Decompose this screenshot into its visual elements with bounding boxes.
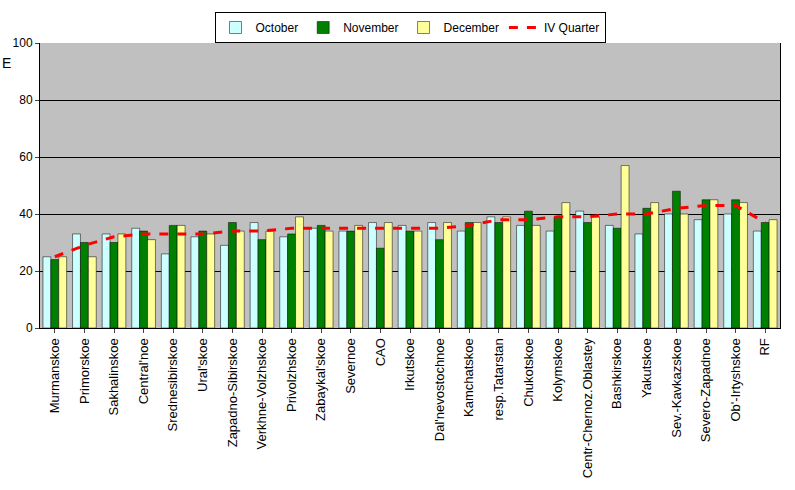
svg-text:Bashkirskoe: Bashkirskoe xyxy=(609,338,624,409)
svg-text:November: November xyxy=(343,21,398,35)
svg-text:CAO: CAO xyxy=(373,338,388,366)
svg-text:resp.Tatarstan: resp.Tatarstan xyxy=(491,338,506,420)
svg-text:Central'noe: Central'noe xyxy=(136,338,151,404)
svg-text:Verkhne-Volzhskoe: Verkhne-Volzhskoe xyxy=(254,338,269,449)
svg-text:October: October xyxy=(256,21,299,35)
svg-text:IV Quarter: IV Quarter xyxy=(544,21,599,35)
svg-text:Privolzhskoe: Privolzhskoe xyxy=(284,338,299,412)
svg-text:Kolymskoe: Kolymskoe xyxy=(550,338,565,402)
svg-text:40: 40 xyxy=(19,207,33,221)
svg-text:December: December xyxy=(444,21,499,35)
svg-text:60: 60 xyxy=(19,150,33,164)
svg-text:E: E xyxy=(2,55,11,71)
svg-text:Centr-Chernoz.Oblastey: Centr-Chernoz.Oblastey xyxy=(580,338,595,479)
svg-text:RF: RF xyxy=(757,338,772,355)
svg-text:Yakutskoe: Yakutskoe xyxy=(639,338,654,398)
svg-text:Dal'nevostochnoe: Dal'nevostochnoe xyxy=(432,338,447,441)
svg-text:Srednesibirskoe: Srednesibirskoe xyxy=(165,338,180,431)
svg-text:Kamchatskoe: Kamchatskoe xyxy=(461,338,476,417)
svg-text:Severo-Zapadnoe: Severo-Zapadnoe xyxy=(698,338,713,442)
svg-text:Severnoe: Severnoe xyxy=(343,338,358,394)
svg-text:Murmanskoe: Murmanskoe xyxy=(47,338,62,413)
svg-text:Irkutskoe: Irkutskoe xyxy=(402,338,417,391)
svg-text:Sev.-Kavkazskoe: Sev.-Kavkazskoe xyxy=(669,338,684,437)
svg-text:Zapadno-Sibirskoe: Zapadno-Sibirskoe xyxy=(225,338,240,447)
svg-text:20: 20 xyxy=(19,264,33,278)
svg-text:Ob'-Irtyshskoe: Ob'-Irtyshskoe xyxy=(728,338,743,421)
svg-text:Primorskoe: Primorskoe xyxy=(77,338,92,404)
svg-text:80: 80 xyxy=(19,93,33,107)
svg-text:Ural'skoe: Ural'skoe xyxy=(195,338,210,392)
svg-text:100: 100 xyxy=(13,36,33,50)
svg-text:Chukotskoe: Chukotskoe xyxy=(521,338,536,407)
svg-text:Sakhalinskoe: Sakhalinskoe xyxy=(106,338,121,415)
svg-text:Zabaykal'skoe: Zabaykal'skoe xyxy=(313,338,328,421)
svg-text:0: 0 xyxy=(26,321,33,335)
